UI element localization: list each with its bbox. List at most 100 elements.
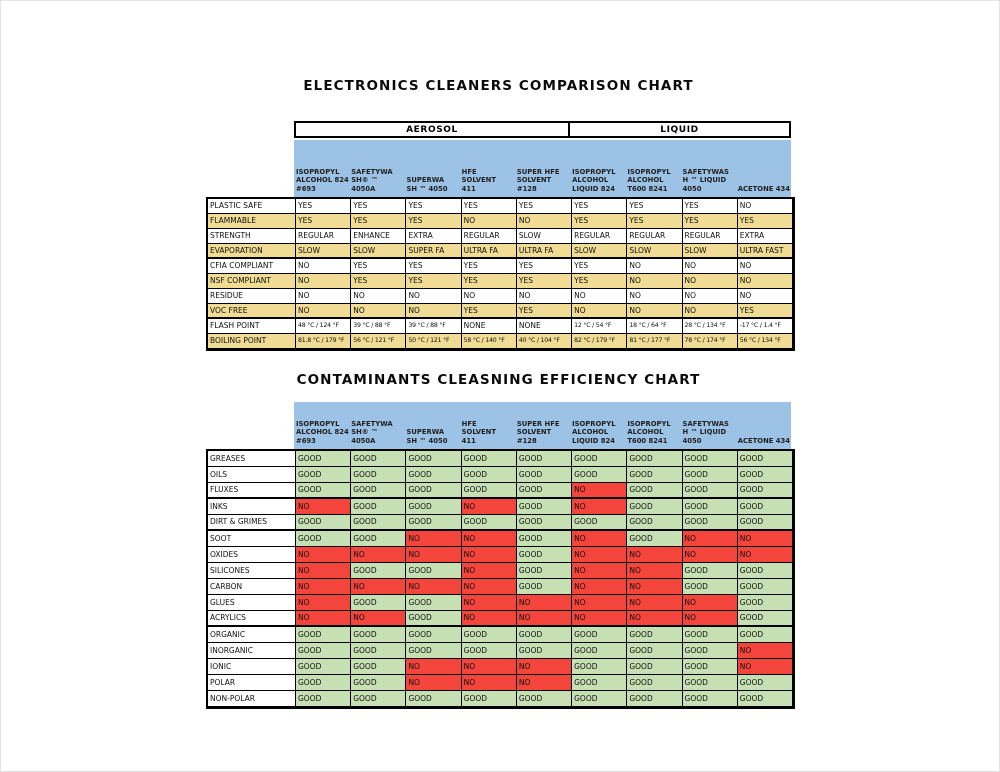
value-cell: NO [572, 483, 628, 499]
value-cell: NO [351, 304, 407, 319]
value-cell: YES [351, 199, 407, 214]
value-cell: GOOD [682, 675, 738, 691]
product-header-line: SH® ™ [351, 428, 378, 437]
value-cell: GOOD [351, 659, 407, 675]
value-cell: YES [572, 199, 628, 214]
value-cell: NO [461, 531, 517, 547]
value-cell: YES [572, 214, 628, 229]
product-header-line: #693 [296, 437, 316, 446]
value-cell: GOOD [296, 451, 352, 467]
value-cell: YES [682, 214, 738, 229]
value-cell: YES [516, 274, 573, 289]
value-cell: NO [627, 563, 683, 579]
value-cell: NO [406, 289, 462, 304]
value-cell: GOOD [461, 483, 517, 499]
value-cell: NO [627, 611, 683, 627]
product-header-line: SOLVENT [461, 176, 496, 185]
product-header-line: SAFETYWAS [682, 167, 729, 176]
product-header: ISOPROPYL ALCOHOL T600 8241 [625, 140, 680, 197]
value-cell: GOOD [572, 675, 628, 691]
value-cell: GOOD [682, 579, 738, 595]
value-cell: GOOD [516, 531, 573, 547]
value-cell: GOOD [351, 595, 407, 611]
row-label: BOILING POINT [208, 334, 296, 349]
row-label: FLAMMABLE [208, 214, 296, 229]
group-header-aerosol: AEROSOL [294, 121, 570, 138]
row-label: INKS [208, 499, 296, 515]
value-cell: YES [737, 214, 793, 229]
value-cell: GOOD [516, 691, 573, 707]
value-cell: GOOD [461, 451, 517, 467]
value-cell: NO [627, 547, 683, 563]
product-header-line [738, 428, 790, 437]
value-cell: GOOD [516, 563, 573, 579]
value-cell: GOOD [351, 499, 407, 515]
product-header: HFE SOLVENT 411 [460, 140, 515, 197]
row-label: EVAPORATION [208, 244, 296, 259]
value-cell: NO [627, 579, 683, 595]
product-header: SAFETYWAS H ™ LIQUID 4050 [681, 140, 736, 197]
value-cell: YES [627, 214, 683, 229]
product-header-line: 4050 [682, 185, 702, 194]
product-header-line: HFE [461, 419, 477, 428]
value-cell: 58 °C / 140 °F [461, 334, 517, 349]
value-cell: NO [461, 659, 517, 675]
value-cell: NO [627, 274, 683, 289]
product-header-line: LIQUID 824 [572, 185, 615, 194]
value-cell: YES [351, 259, 407, 274]
product-header-line: ALCOHOL 824 [296, 176, 349, 185]
row-label: IONIC [208, 659, 296, 675]
product-header: SUPER HFE SOLVENT #128 [515, 402, 570, 449]
value-cell: YES [572, 274, 628, 289]
row-label: PLASTIC SAFE [208, 199, 296, 214]
value-cell: GOOD [627, 627, 683, 643]
value-cell: GOOD [351, 451, 407, 467]
value-cell: YES [737, 304, 793, 319]
value-cell: NO [627, 259, 683, 274]
value-cell: YES [572, 259, 628, 274]
row-label: VOC FREE [208, 304, 296, 319]
value-cell: ENHANCE [351, 229, 407, 244]
value-cell: ULTRA FA [461, 244, 517, 259]
value-cell: GOOD [461, 627, 517, 643]
table1-product-headers: ISOPROPYL ALCOHOL 824 #693 SAFETYWA SH® ™ 405… [294, 140, 791, 197]
product-header-line: SUPERWA [406, 428, 445, 437]
value-cell: NO [461, 214, 517, 229]
product-header: ACETONE 434 [736, 140, 791, 197]
product-header-line: LIQUID 824 [572, 437, 615, 446]
value-cell: GOOD [351, 691, 407, 707]
value-cell: GOOD [682, 563, 738, 579]
product-header: SAFETYWA SH® ™ 4050A [349, 402, 404, 449]
product-header-line: ALCOHOL [572, 428, 609, 437]
product-header: SUPERWA SH ™ 4050 [404, 140, 459, 197]
value-cell: GOOD [572, 643, 628, 659]
row-label: DIRT & GRIMES [208, 515, 296, 531]
product-header: ISOPROPYL ALCOHOL 824 #693 [294, 140, 349, 197]
value-cell: NONE [516, 319, 573, 334]
product-header-line: SOLVENT [516, 176, 552, 185]
value-cell: GOOD [296, 659, 352, 675]
value-cell: 48 °C / 124 °F [296, 319, 352, 334]
value-cell: GOOD [682, 467, 738, 483]
value-cell: YES [461, 274, 517, 289]
value-cell: GOOD [627, 531, 683, 547]
value-cell: GOOD [682, 643, 738, 659]
value-cell: REGULAR [296, 229, 352, 244]
value-cell: GOOD [572, 451, 628, 467]
product-header-line: 4050A [351, 437, 376, 446]
value-cell: EXTRA [406, 229, 462, 244]
value-cell: YES [516, 304, 573, 319]
value-cell: YES [296, 214, 352, 229]
value-cell: GOOD [682, 451, 738, 467]
value-cell: 81.8 °C / 179 °F [296, 334, 352, 349]
product-header-line [738, 168, 790, 177]
value-cell: NO [737, 659, 793, 675]
value-cell: NO [572, 563, 628, 579]
row-label: GLUES [208, 595, 296, 611]
value-cell: 82 °C / 179 °F [572, 334, 628, 349]
value-cell: GOOD [572, 467, 628, 483]
value-cell: NO [296, 289, 352, 304]
value-cell: YES [461, 304, 517, 319]
value-cell: GOOD [516, 627, 573, 643]
value-cell: GOOD [406, 483, 462, 499]
